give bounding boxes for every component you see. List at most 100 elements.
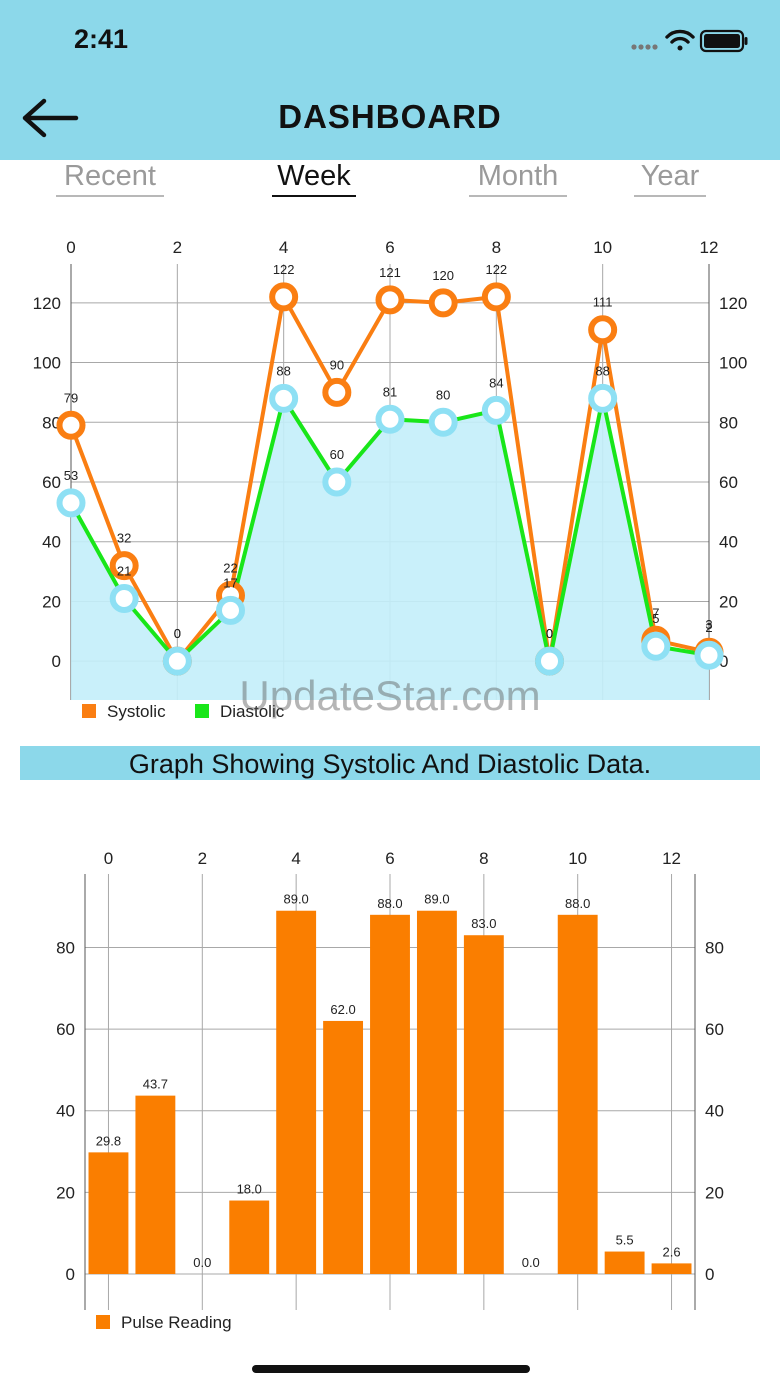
pulse-data-label: 29.8 <box>96 1133 121 1148</box>
pulse-data-label: 89.0 <box>283 892 308 907</box>
pulse-data-label: 62.0 <box>330 1002 355 1017</box>
pulse-bar <box>557 914 598 1274</box>
systolic-point <box>56 410 86 440</box>
diastolic-data-label: 0 <box>174 626 181 641</box>
y-tick-label-left: 20 <box>56 1183 75 1202</box>
y-tick-label-right: 40 <box>705 1102 724 1121</box>
y-tick-label-left: 60 <box>56 1020 75 1039</box>
pulse-data-label: 88.0 <box>377 896 402 911</box>
systolic-point <box>481 282 511 312</box>
tab-week[interactable]: Week <box>272 160 356 197</box>
x-tick-label: 8 <box>492 238 501 257</box>
systolic-data-label: 79 <box>64 390 78 405</box>
tab-month[interactable]: Month <box>469 160 567 197</box>
x-tick-label: 6 <box>385 849 394 868</box>
diastolic-data-label: 84 <box>489 375 503 390</box>
legend-swatch-pulse <box>96 1315 110 1329</box>
diastolic-data-label: 2 <box>705 620 712 635</box>
tab-year[interactable]: Year <box>634 160 706 197</box>
legend-label-systolic: Systolic <box>107 702 166 721</box>
back-arrow-icon[interactable] <box>18 92 82 144</box>
pulse-bar <box>323 1020 364 1274</box>
legend-swatch-diastolic <box>195 704 209 718</box>
diastolic-point <box>216 595 245 625</box>
diastolic-data-label: 60 <box>330 447 344 462</box>
y-tick-label-right: 0 <box>705 1265 714 1284</box>
systolic-point <box>269 282 299 312</box>
diastolic-data-label: 5 <box>652 611 659 626</box>
y-tick-label-left: 0 <box>66 1265 75 1284</box>
systolic-data-label: 121 <box>379 265 401 280</box>
diastolic-data-label: 88 <box>595 363 609 378</box>
y-tick-label-left: 120 <box>33 294 61 313</box>
diastolic-data-label: 17 <box>223 575 237 590</box>
pulse-data-label: 0.0 <box>522 1255 540 1270</box>
wifi-icon <box>665 29 695 51</box>
x-tick-label: 6 <box>385 238 394 257</box>
x-tick-label: 2 <box>173 238 182 257</box>
pulse-bar <box>370 914 410 1274</box>
diastolic-point <box>269 383 299 413</box>
y-tick-label-right: 20 <box>719 592 738 611</box>
x-tick-label: 0 <box>104 849 113 868</box>
legend-label-diastolic: Diastolic <box>220 702 285 721</box>
systolic-data-label: 122 <box>273 262 295 277</box>
diastolic-data-label: 0 <box>546 626 553 641</box>
x-tick-label: 8 <box>479 849 488 868</box>
systolic-point <box>375 285 405 315</box>
y-tick-label-right: 60 <box>719 473 738 492</box>
y-tick-label-right: 0 <box>719 652 728 671</box>
x-tick-label: 10 <box>593 238 612 257</box>
x-tick-label: 10 <box>568 849 587 868</box>
diastolic-point <box>694 640 724 670</box>
y-tick-label-left: 80 <box>42 413 61 432</box>
y-tick-label-left: 40 <box>56 1102 75 1121</box>
pulse-data-label: 43.7 <box>143 1077 168 1092</box>
pulse-bar <box>276 910 317 1274</box>
systolic-point <box>109 551 139 581</box>
systolic-point <box>588 315 618 345</box>
systolic-data-label: 90 <box>330 357 344 372</box>
tab-recent[interactable]: Recent <box>56 160 164 197</box>
diastolic-data-label: 81 <box>383 384 397 399</box>
systolic-data-label: 3 <box>705 617 712 632</box>
status-icons <box>631 29 748 53</box>
y-tick-label-left: 0 <box>52 652 61 671</box>
y-tick-label-left: 60 <box>42 473 61 492</box>
diastolic-point <box>322 467 352 497</box>
systolic-data-label: 0 <box>174 626 181 641</box>
x-tick-label: 12 <box>662 849 681 868</box>
pulse-bar <box>463 935 504 1274</box>
x-tick-label: 4 <box>291 849 300 868</box>
diastolic-data-label: 21 <box>117 563 131 578</box>
diastolic-point <box>641 631 671 661</box>
y-tick-label-left: 80 <box>56 938 75 957</box>
legend-swatch-systolic <box>82 704 96 718</box>
pulse-data-label: 83.0 <box>471 916 496 931</box>
systolic-data-label: 0 <box>546 626 553 641</box>
diastolic-point <box>428 407 458 437</box>
diastolic-point <box>375 404 405 434</box>
systolic-data-label: 7 <box>652 605 659 620</box>
systolic-data-label: 32 <box>117 531 131 546</box>
cellular-dots-icon <box>631 44 658 50</box>
systolic-data-label: 22 <box>223 560 237 575</box>
systolic-data-label: 120 <box>432 268 454 283</box>
x-tick-label: 12 <box>700 238 719 257</box>
pulse-bar <box>135 1095 176 1274</box>
systolic-data-label: 111 <box>593 295 613 310</box>
y-tick-label-right: 120 <box>719 294 747 313</box>
battery-icon <box>699 29 748 53</box>
pulse-data-label: 0.0 <box>193 1255 211 1270</box>
pulse-bar <box>88 1152 129 1274</box>
y-tick-label-right: 80 <box>705 938 724 957</box>
pulse-data-label: 5.5 <box>616 1233 634 1248</box>
pulse-bar <box>604 1251 645 1274</box>
y-tick-label-right: 100 <box>719 354 747 373</box>
y-tick-label-right: 80 <box>719 413 738 432</box>
x-tick-label: 0 <box>66 238 75 257</box>
diastolic-data-label: 53 <box>64 468 78 483</box>
y-tick-label-left: 100 <box>33 354 61 373</box>
diastolic-point <box>109 583 139 613</box>
